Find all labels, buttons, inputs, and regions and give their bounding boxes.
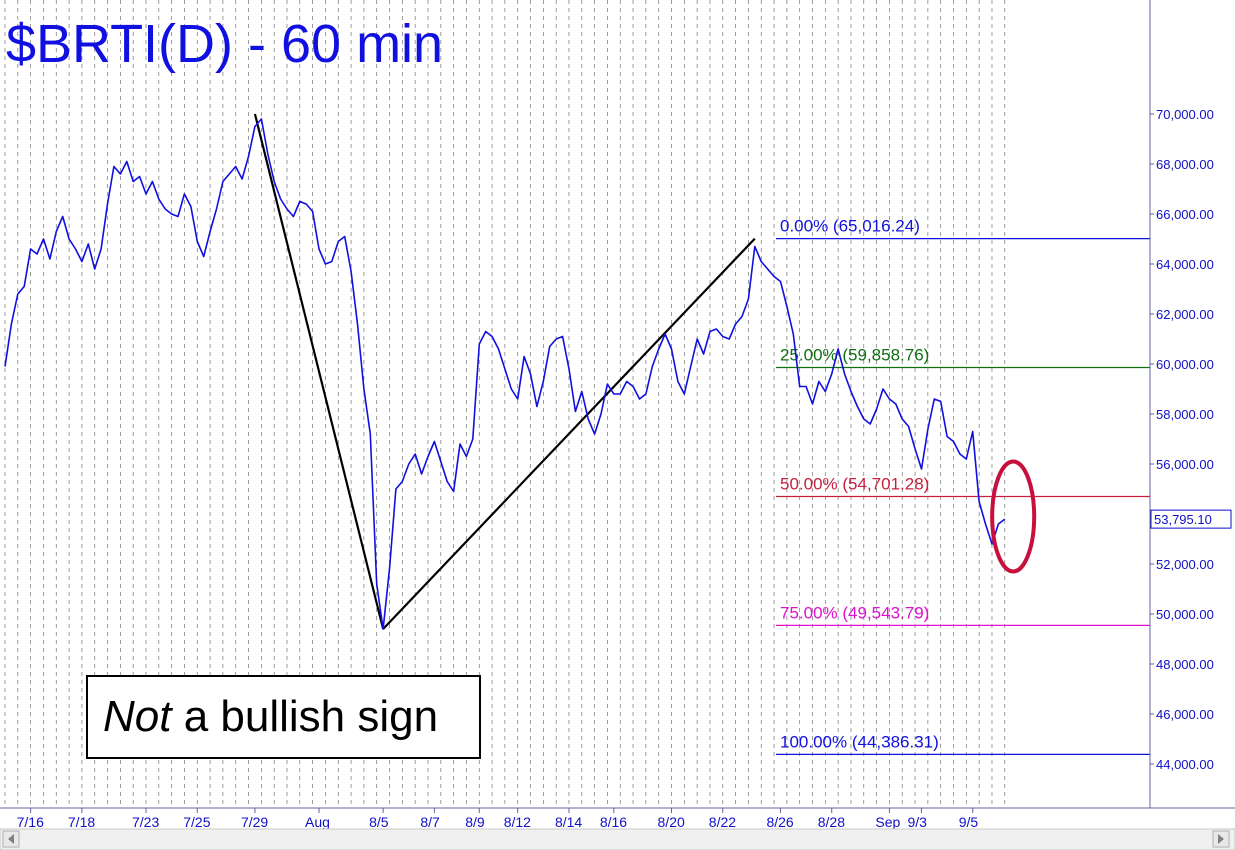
y-tick-label: 58,000.00 xyxy=(1156,407,1214,422)
scroll-right-arrow-icon xyxy=(1218,834,1224,844)
fib-level-label: 0.00% (65,016.24) xyxy=(780,217,920,236)
y-tick-label: 56,000.00 xyxy=(1156,457,1214,472)
x-tick-label: Aug xyxy=(305,814,330,830)
trend-line xyxy=(382,237,756,630)
x-tick-label: 8/20 xyxy=(658,814,685,830)
x-tick-label: 8/28 xyxy=(818,814,845,830)
scrollbar-track[interactable] xyxy=(0,828,1235,850)
fib-levels: 0.00% (65,016.24) 25.00% (59,858.76) 50.00… xyxy=(776,217,1150,755)
y-tick-label: 68,000.00 xyxy=(1156,157,1214,172)
y-tick-label: 46,000.00 xyxy=(1156,707,1214,722)
y-tick-label: 64,000.00 xyxy=(1156,257,1214,272)
fib-level-label: 100.00% (44,386.31) xyxy=(780,732,939,751)
last-price-tag: 53,795.10 xyxy=(1154,512,1212,527)
highlight-ellipse xyxy=(990,459,1037,574)
time-axis: 7/16 7/18 7/23 7/25 7/29 Aug 8/5 8/7 8/9 8/12 8/14… xyxy=(17,808,979,830)
x-tick-label: 8/5 xyxy=(369,814,389,830)
fib-level-label: 50.00% (54,701.28) xyxy=(780,474,929,493)
x-tick-label: 8/12 xyxy=(504,814,531,830)
chart-title: $BRTI(D) - 60 min xyxy=(6,14,443,74)
price-line xyxy=(4,118,1006,630)
fib-level-label: 25.00% (59,858.76) xyxy=(780,346,929,365)
price-series xyxy=(4,118,1006,630)
trend-line xyxy=(253,113,385,630)
annotations: Not a bullish sign xyxy=(86,459,1037,759)
x-tick-label: 8/14 xyxy=(555,814,582,830)
y-tick-label: 62,000.00 xyxy=(1156,307,1214,322)
x-tick-label: 9/3 xyxy=(907,814,927,830)
y-tick-label: 70,000.00 xyxy=(1156,107,1214,122)
x-tick-label: 7/23 xyxy=(132,814,159,830)
note-box xyxy=(86,675,481,759)
y-tick-label: 52,000.00 xyxy=(1156,557,1214,572)
x-tick-label: 8/22 xyxy=(709,814,736,830)
price-axis: 70,000.00 68,000.00 66,000.00 64,000.00 62,0… xyxy=(1150,107,1232,772)
grid-lines xyxy=(4,0,1006,808)
y-tick-label: 66,000.00 xyxy=(1156,207,1214,222)
y-tick-label: 48,000.00 xyxy=(1156,657,1214,672)
x-tick-label: 7/16 xyxy=(17,814,44,830)
note-text-rest: a bullish sign xyxy=(171,692,438,741)
last-price-tag-box xyxy=(1150,509,1232,529)
fib-level-label: 75.00% (49,543.79) xyxy=(780,603,929,622)
scroll-left-arrow-icon xyxy=(8,834,14,844)
note-text: Not a bullish sign xyxy=(103,692,438,741)
y-tick-label: 50,000.00 xyxy=(1156,607,1214,622)
x-tick-label: 7/29 xyxy=(241,814,268,830)
x-tick-label: 7/18 xyxy=(68,814,95,830)
x-tick-label: Sep xyxy=(875,814,900,830)
x-tick-label: 7/25 xyxy=(183,814,210,830)
horizontal-scrollbar[interactable] xyxy=(0,828,1235,850)
note-text-italic: Not xyxy=(103,692,173,741)
x-tick-label: 8/7 xyxy=(420,814,440,830)
x-tick-label: 8/9 xyxy=(465,814,485,830)
y-tick-label: 60,000.00 xyxy=(1156,357,1214,372)
y-tick-label: 44,000.00 xyxy=(1156,757,1214,772)
x-tick-label: 9/5 xyxy=(959,814,979,830)
x-tick-label: 8/16 xyxy=(600,814,627,830)
x-tick-label: 8/26 xyxy=(766,814,793,830)
trend-lines xyxy=(253,113,756,630)
